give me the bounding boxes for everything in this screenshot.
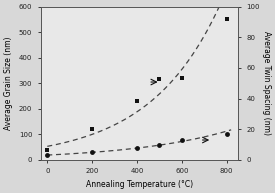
X-axis label: Annealing Temperature (°C): Annealing Temperature (°C)	[86, 180, 193, 189]
Y-axis label: Average Grain Size (nm): Average Grain Size (nm)	[4, 36, 13, 130]
Y-axis label: Average Twin Spacing (nm): Average Twin Spacing (nm)	[262, 31, 271, 135]
